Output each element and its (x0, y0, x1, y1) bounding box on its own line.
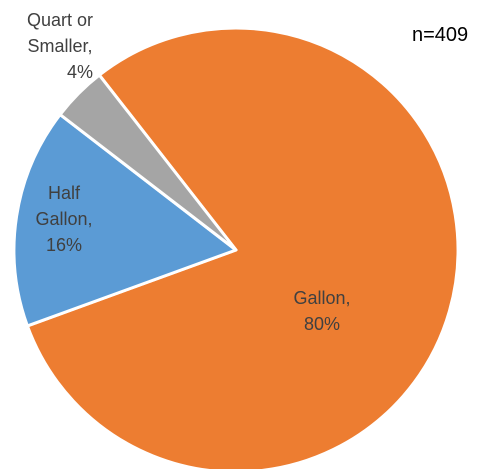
pie-slice (58, 73, 238, 252)
annotation: n=409 (412, 24, 469, 46)
pie-slice (25, 26, 460, 469)
category-label: Gallon, (293, 288, 351, 308)
pie-slice (12, 113, 238, 328)
value-label: 80% (303, 314, 341, 334)
value-label: 4% (66, 62, 93, 82)
category-label: Half Gallon, (35, 183, 93, 229)
value-label: 16% (45, 235, 83, 255)
category-label: Quart or Smaller, (26, 10, 94, 56)
